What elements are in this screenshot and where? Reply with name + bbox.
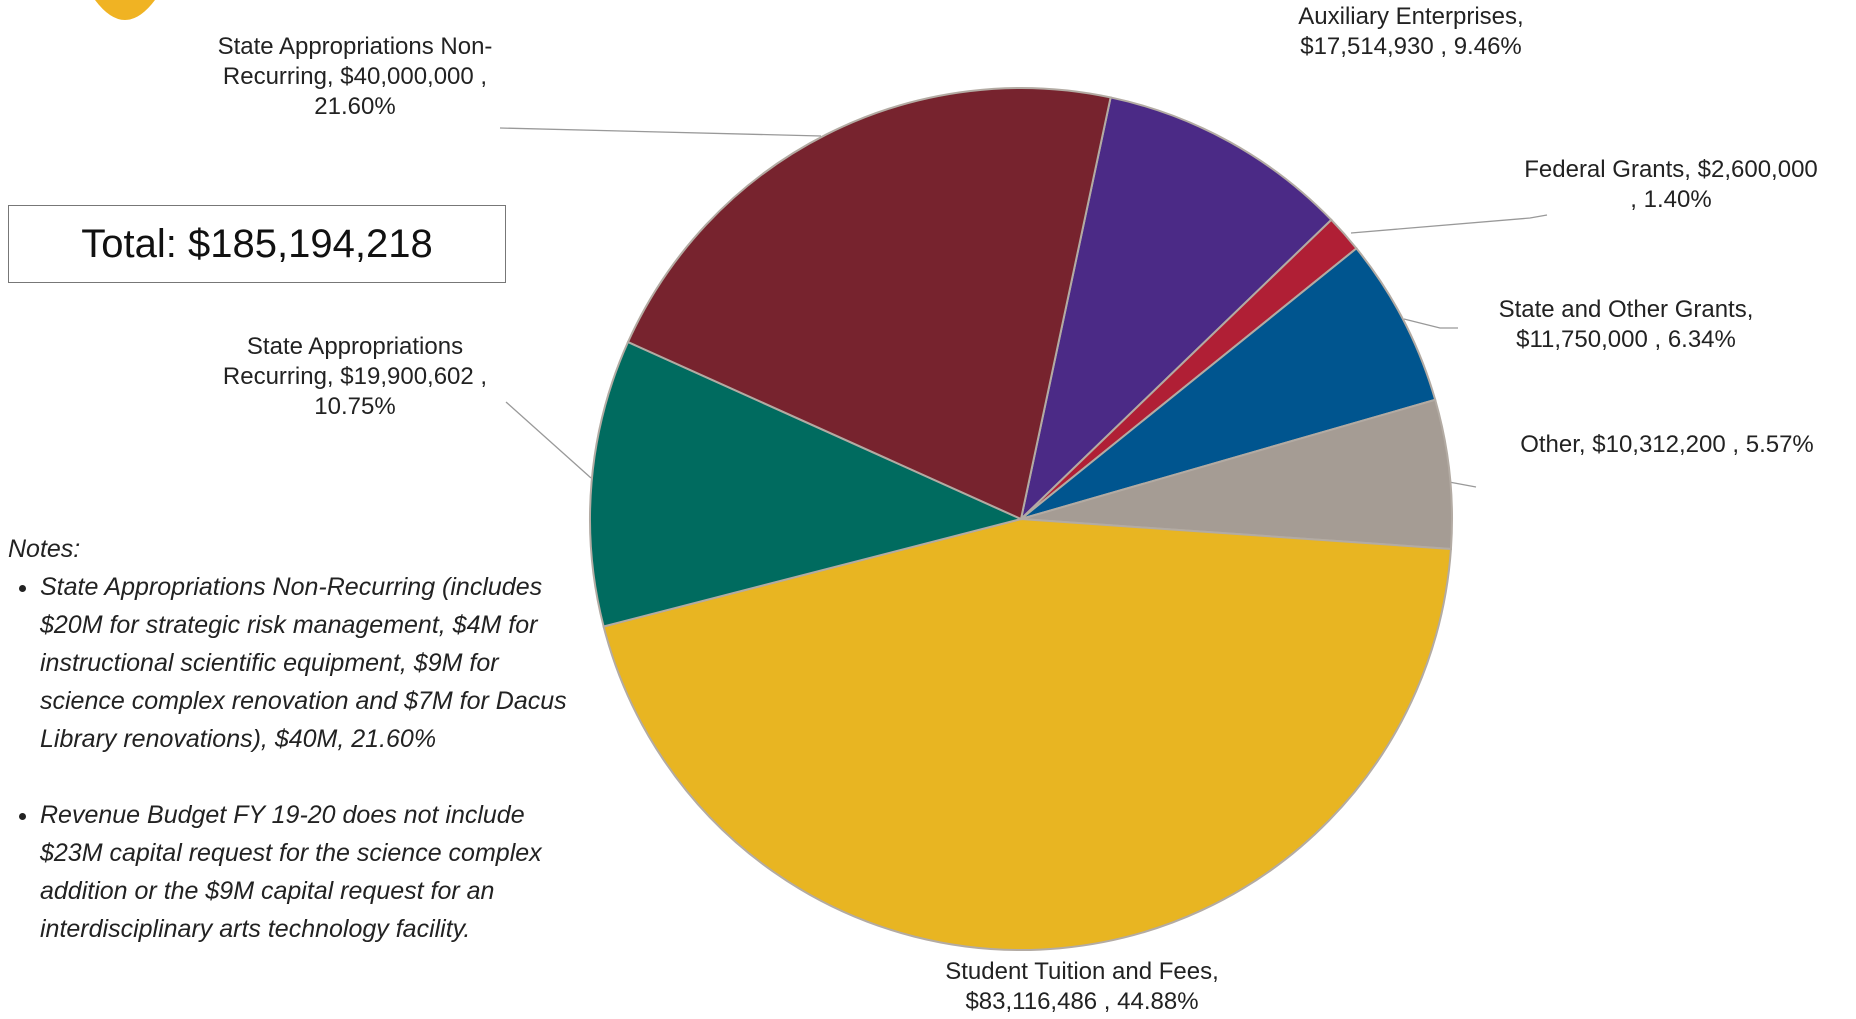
slice-value: $19,900,602 , 10.75% (314, 363, 488, 420)
slice-label: State and Other Grants, $11,750,000 , 6.… (1456, 295, 1796, 355)
notes-title: Notes: (8, 535, 81, 563)
slice-category: Other, (1520, 431, 1586, 458)
slice-category: State Appropriations Non-Recurring, (217, 33, 493, 90)
pie-slice (602, 517, 1453, 951)
pie-slice (626, 87, 1112, 521)
slice-label: Other, $10,312,200 , 5.57% (1482, 430, 1852, 460)
leader-line (499, 127, 822, 137)
slice-category: Auxiliary Enterprises, (1298, 3, 1524, 30)
leader-line (505, 401, 592, 479)
notes: Notes: State Appropriations Non-Recurrin… (8, 530, 568, 986)
slice-label: State Appropriations Recurring, $19,900,… (190, 332, 520, 422)
pie-slice (1020, 398, 1453, 551)
leader-line (1350, 214, 1548, 234)
slice-label: State Appropriations Non-Recurring, $40,… (205, 32, 505, 122)
slice-category: State Appropriations Recurring, (222, 333, 464, 390)
pie-slice (589, 340, 1025, 628)
leader-line (1448, 481, 1477, 488)
notes-list: State Appropriations Non-Recurring (incl… (8, 568, 568, 948)
slice-value: $2,600,000 , 1.40% (1630, 156, 1818, 213)
slice-value: $40,000,000 , 21.60% (314, 63, 488, 120)
slice-label: Federal Grants, $2,600,000 , 1.40% (1521, 155, 1821, 215)
logo-fragment (95, 0, 155, 20)
slice-label: Student Tuition and Fees, $83,116,486 , … (902, 957, 1262, 1017)
slice-value: $11,750,000 , 6.34% (1516, 326, 1736, 353)
slice-value: $17,514,930 , 9.46% (1300, 33, 1522, 60)
total-box: Total: $185,194,218 (8, 205, 506, 283)
slice-category: State and Other Grants, (1498, 296, 1754, 323)
note-item: Revenue Budget FY 19-20 does not include… (40, 796, 568, 948)
slice-category: Federal Grants, (1524, 156, 1691, 183)
slice-category: Student Tuition and Fees, (945, 958, 1219, 985)
leader-line (1403, 318, 1458, 329)
note-item: State Appropriations Non-Recurring (incl… (40, 568, 568, 758)
pie-slice (1020, 246, 1437, 520)
slice-value: $10,312,200 , 5.57% (1592, 431, 1814, 458)
pie-slice (1019, 96, 1333, 522)
slice-value: $83,116,486 , 44.88% (965, 988, 1199, 1015)
slice-label: Auxiliary Enterprises, $17,514,930 , 9.4… (1271, 2, 1551, 62)
